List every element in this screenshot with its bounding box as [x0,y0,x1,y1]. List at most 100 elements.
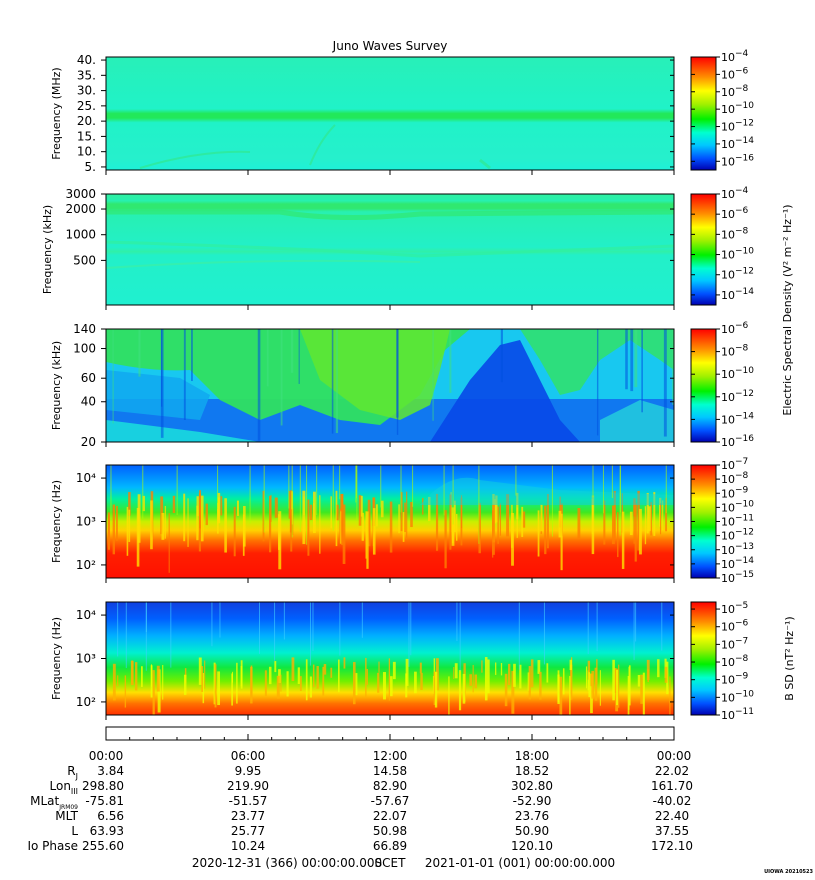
y-tick-label: 25. [77,99,96,113]
ephemeris-value: -75.81 [85,794,124,808]
ephemeris-value: 25.77 [231,824,265,838]
colorbar-tick-label: 10−12 [721,119,754,134]
colorbar-tick-label: 10−12 [721,389,754,404]
colorbar-tick-label: 10−12 [721,528,754,543]
ephemeris-value: 50.98 [373,824,407,838]
ephemeris-label: LonIII [50,779,79,796]
ephemeris-value: 14.58 [373,764,407,778]
chart-title: Juno Waves Survey [332,39,448,53]
colorbar-tick-label: 10−14 [721,411,754,426]
y-tick-label: 10² [76,695,96,709]
ephemeris-value: 298.80 [82,779,124,793]
ephemeris-value: 22.07 [373,809,407,823]
scet-label: SCET [375,856,407,870]
time-tick-label: 06:00 [231,749,266,763]
colorbar-tick-label: 10−10 [721,689,754,704]
colorbar-tick-label: 10−16 [721,153,754,168]
ephemeris-value: 10.24 [231,839,265,853]
colorbar-waves-lf: 10−6 10−8 10−10 10−12 10−14 10−16 [690,321,754,449]
y-tick-label: 1000 [65,228,96,242]
ephemeris-value: 6.56 [97,809,124,823]
y-tick-label: 40 [81,395,96,409]
ephemeris-value: 172.10 [651,839,693,853]
colorbar-tick-label: 10−13 [721,542,754,557]
spectrogram-waves-hf [106,57,674,170]
ephemeris-value: 161.70 [651,779,693,793]
colorbar-tick-label: 10−7 [721,636,748,651]
y-axis-label: Frequency (kHz) [41,205,54,294]
colorbar-tick-label: 10−5 [721,601,748,616]
ephemeris-value: 22.02 [655,764,689,778]
ephemeris-value: 50.90 [515,824,549,838]
ephemeris-value: 66.89 [373,839,407,853]
colorbar-tick-label: 10−11 [721,514,754,529]
ephemeris-value: 219.90 [227,779,269,793]
ephemeris-value: -40.02 [653,794,692,808]
colorbar-tick-label: 10−14 [721,556,754,571]
y-tick-label: 20. [77,114,96,128]
colorbar-scale [690,464,717,579]
colorbar-tick-label: 10−6 [721,619,749,634]
ephemeris-value: 9.95 [235,764,262,778]
panel-waves-hf: 5.10. 15.20.25.30. 35.40. Frequency (MHz) 10… [50,49,754,175]
colorbar-tick-label: 10−16 [721,434,754,449]
colorbar-tick-label: 10−14 [721,287,754,302]
credit-label: UIOWA 20210523 [764,869,813,875]
colorbar-scale [690,56,717,171]
ephemeris-label: MLT [55,809,78,823]
ephemeris-value: 63.93 [90,824,124,838]
colorbar-e-field-lo: 10−710−810−910−1010−1110−1210−1310−1410−… [690,457,754,585]
colorbar-waves-hf: 10−4 10−6 10−8 10−10 10−12 10−14 10−16 [690,49,754,171]
spectrogram-waves-lf [106,329,674,442]
y-tick-label: 10⁴ [76,608,96,622]
colorbar-scale [690,193,717,306]
ephemeris-value: 22.40 [655,809,689,823]
panel-b-field: 10² 10³ 10⁴ Frequency (Hz) 10−5 10−6 10−7 10−8 1… [50,601,796,722]
y-tick-label: 30. [77,84,96,98]
colorbar-tick-label: 10−4 [721,186,749,201]
colorbar-tick-label: 10−10 [721,499,754,514]
y-tick-label: 500 [73,253,96,267]
end-time-label: 2021-01-01 (001) 00:00:00.000 [425,856,615,870]
colorbar-tick-label: 10−4 [721,49,749,64]
colorbar-scale [690,601,717,716]
y-tick-label: 10² [76,558,96,572]
ephemeris-value: 3.84 [97,764,124,778]
y-tick-label: 10⁴ [76,471,96,485]
time-tick-label: 18:00 [515,749,550,763]
y-axis-label: Frequency (MHz) [50,67,63,159]
colorbar-tick-label: 10−8 [721,654,749,669]
colorbar-tick-label: 10−10 [721,366,754,381]
y-axis-label: Frequency (Hz) [50,617,63,700]
spectrogram-e-field-lo [106,465,674,578]
colorbar-tick-label: 10−8 [721,344,749,359]
colorbar-tick-label: 10−10 [721,247,754,262]
colorbar-tick-label: 10−8 [721,471,749,486]
colorbar-tick-label: 10−11 [721,707,754,722]
y-tick-label: 140 [73,322,96,336]
colorbar-scale [690,328,717,443]
y-axis-label: Frequency (kHz) [50,341,63,430]
ephemeris-value: 120.10 [511,839,553,853]
y-axis-label: Frequency (Hz) [50,480,63,563]
y-tick-label: 10³ [76,515,96,529]
colorbar-tick-label: 10−6 [721,66,749,81]
colorbar-tick-label: 10−10 [721,101,754,116]
y-tick-label: 10³ [76,652,96,666]
colorbar-tick-label: 10−6 [721,321,749,336]
time-tick-label: 12:00 [373,749,408,763]
spectrogram-waves-mf [106,194,674,305]
y-tick-label: 2000 [65,202,96,216]
colorbar-label: Electric Spectral Density (V² m⁻² Hz⁻¹) [781,204,794,415]
ephemeris-value: 82.90 [373,779,407,793]
time-axis: 00:00 06:00 12:00 18:00 00:00 RJ 3.84 9.95 14.58… [27,726,693,870]
colorbar-tick-label: 10−6 [721,206,749,221]
y-tick-label: 40. [77,53,96,67]
ephemeris-value: -52.90 [513,794,552,808]
y-tick-label: 3000 [65,187,96,201]
time-tick-label: 00:00 [657,749,692,763]
ephemeris-value: 255.60 [82,839,124,853]
spectrogram-panels: 5.10. 15.20.25.30. 35.40. Frequency (MHz) 10… [41,49,796,722]
colorbar-b-field: 10−5 10−6 10−7 10−8 10−9 10−10 10−11 B SD (nT² … [690,601,796,722]
